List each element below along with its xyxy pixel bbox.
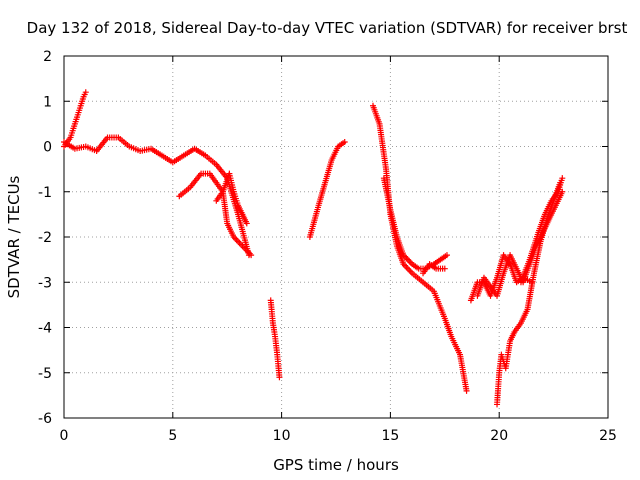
x-tick-label: 5 bbox=[168, 428, 177, 444]
series-track-e bbox=[267, 297, 283, 381]
y-axis-label: SDTVAR / TECUs bbox=[5, 175, 23, 298]
series-track-d bbox=[213, 188, 255, 259]
y-tick-label: -4 bbox=[38, 321, 52, 337]
series-track-i bbox=[420, 261, 448, 277]
y-tick-label: -6 bbox=[38, 411, 52, 427]
y-tick-label: 2 bbox=[43, 49, 52, 65]
series-track-c bbox=[176, 170, 250, 227]
series-track-m bbox=[517, 175, 566, 286]
y-tick-label: 1 bbox=[43, 94, 52, 110]
data-point bbox=[82, 89, 89, 96]
x-tick-label: 0 bbox=[60, 428, 69, 444]
series-track-a bbox=[61, 89, 89, 150]
data-points bbox=[61, 89, 566, 408]
series-track-b bbox=[61, 134, 252, 259]
data-point bbox=[276, 374, 283, 381]
series-track-l bbox=[494, 179, 564, 408]
data-point bbox=[248, 252, 255, 259]
data-point bbox=[441, 265, 448, 272]
x-tick-label: 25 bbox=[599, 428, 617, 444]
data-point bbox=[341, 138, 348, 145]
data-point bbox=[243, 220, 250, 227]
chart-title: Day 132 of 2018, Sidereal Day-to-day VTE… bbox=[27, 19, 628, 37]
y-tick-label: -2 bbox=[38, 230, 52, 246]
data-point bbox=[463, 387, 470, 394]
x-tick-label: 20 bbox=[490, 428, 508, 444]
x-tick-label: 10 bbox=[273, 428, 291, 444]
y-tick-label: 0 bbox=[43, 140, 52, 156]
data-point bbox=[443, 252, 450, 259]
grid bbox=[64, 56, 608, 418]
data-point bbox=[559, 175, 566, 182]
x-tick-label: 15 bbox=[381, 428, 399, 444]
y-tick-label: -1 bbox=[38, 185, 52, 201]
y-tick-label: -3 bbox=[38, 275, 52, 291]
y-tick-label: -5 bbox=[38, 366, 52, 382]
series-track-g bbox=[369, 102, 470, 394]
series-track-f bbox=[306, 138, 348, 240]
x-axis-label: GPS time / hours bbox=[273, 456, 399, 474]
